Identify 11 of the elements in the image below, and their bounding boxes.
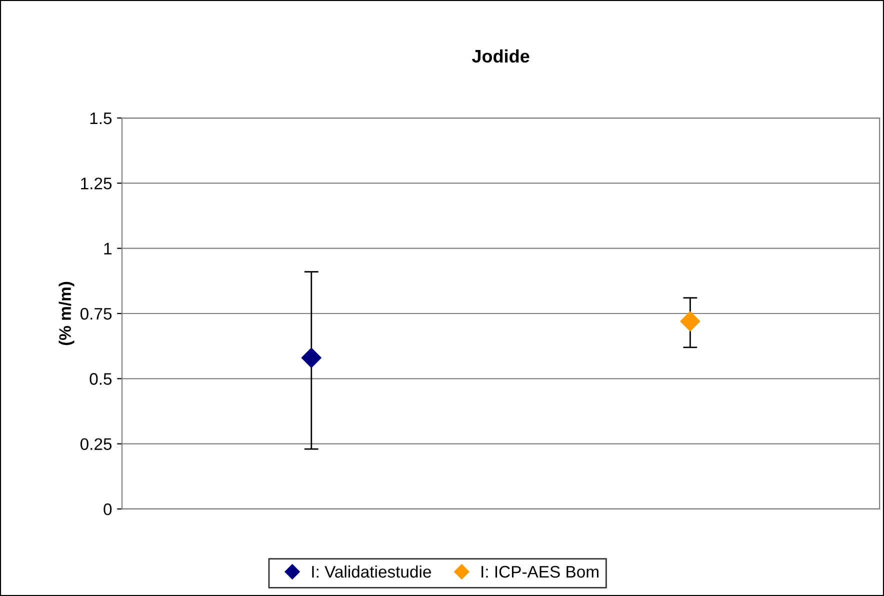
y-tick-label: 1: [104, 242, 112, 254]
y-tick-label: 0.5: [90, 373, 112, 385]
y-tick-label: 0.75: [80, 308, 112, 320]
legend-label: I: ICP-AES Bom: [482, 566, 598, 578]
legend-label: I: Validatiestudie: [312, 565, 431, 578]
y-tick-label: 0.25: [80, 438, 112, 450]
y-tick-label: 1.5: [90, 112, 112, 124]
chart-title: Jodide: [472, 49, 530, 63]
y-tick-label: 1.25: [81, 178, 112, 190]
y-tick-label: 0: [104, 503, 112, 516]
y-axis-title: (% m/m): [58, 282, 74, 346]
